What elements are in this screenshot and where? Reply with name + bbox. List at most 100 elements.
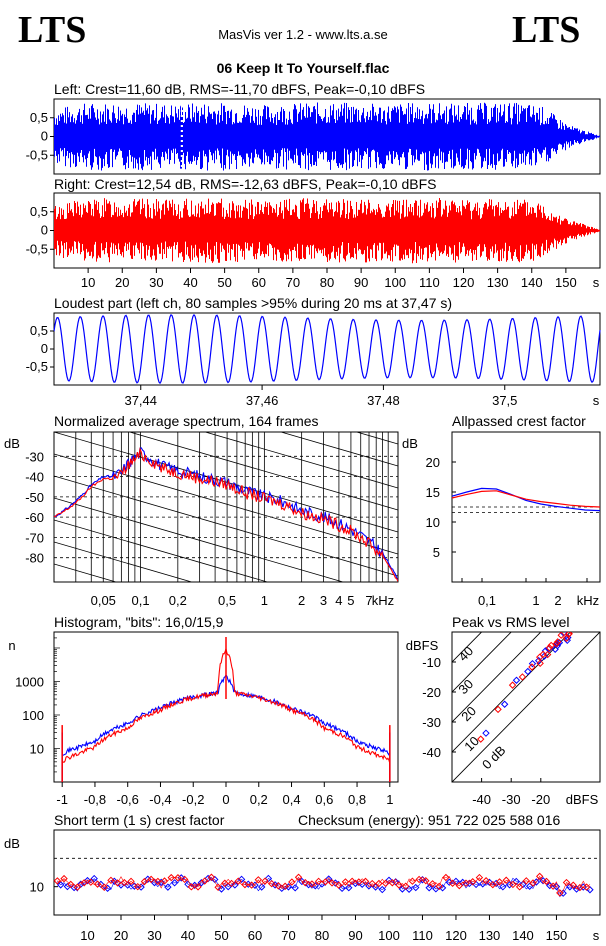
short-term-point xyxy=(475,873,484,882)
short-term-point xyxy=(371,883,380,891)
time-axis-label: 50 xyxy=(217,275,231,290)
short-term-point xyxy=(489,880,497,889)
peak-rms-y-unit: dBFS xyxy=(406,638,439,653)
spectrum-ytick-label: -40 xyxy=(25,470,44,485)
loudest-ytick-label: -0,5 xyxy=(26,359,48,374)
allpass-xtick-label: 0,1 xyxy=(478,593,496,608)
short-term-frame xyxy=(53,829,601,916)
spectrum-slope-line xyxy=(54,696,398,796)
time-axis-label: 110 xyxy=(419,275,440,290)
short-term-point xyxy=(515,883,524,891)
short-term-point xyxy=(375,879,383,888)
short-term-xtick-label: 20 xyxy=(114,928,128,943)
short-term-point xyxy=(93,880,102,888)
short-term-point xyxy=(187,883,196,891)
peak-rms-point xyxy=(528,663,536,671)
left-waveform-ytick-label: 0 xyxy=(41,129,48,144)
allpass-y-unit: dB xyxy=(402,436,418,451)
short-term-point xyxy=(331,879,340,887)
short-term-point xyxy=(201,877,209,885)
histogram-xtick-label: 0 xyxy=(222,792,229,807)
spectrum-xtick-label: 7 xyxy=(365,593,372,608)
short-term-point xyxy=(83,876,92,885)
histogram-xtick-label: -0,6 xyxy=(117,792,139,807)
spectrum-ytick-label: -60 xyxy=(25,510,44,525)
loudest-x-unit: s xyxy=(593,393,600,408)
short-term-point xyxy=(438,884,447,892)
short-term-point xyxy=(288,878,296,886)
short-term-point xyxy=(552,882,561,891)
short-term-point xyxy=(261,877,269,885)
short-term-point xyxy=(147,875,155,884)
spectrum-xtick-label: 0,1 xyxy=(132,593,150,608)
peak-rms-point xyxy=(518,673,527,681)
short-term-point xyxy=(562,878,571,887)
peak-rms-point xyxy=(547,641,555,650)
short-term-xtick-label: 110 xyxy=(412,928,433,943)
spectrum-xtick-label: 3 xyxy=(320,593,327,608)
short-term-point xyxy=(355,878,363,886)
short-term-xtick-label: 90 xyxy=(348,928,362,943)
short-term-point xyxy=(247,881,256,889)
peak-rms-point xyxy=(536,659,544,668)
time-axis-label: 100 xyxy=(384,275,406,290)
short-term-point xyxy=(308,880,316,888)
peak-rms-point xyxy=(494,705,502,714)
histogram-xtick-label: 0,6 xyxy=(315,792,333,807)
spectrum-ytick-label: -80 xyxy=(25,551,44,566)
time-axis-label: 60 xyxy=(252,275,266,290)
spectrum-slope-line xyxy=(54,541,194,582)
peak-rms-diagonal xyxy=(452,632,512,693)
short-term-point xyxy=(542,877,551,886)
right-waveform-ytick-label: 0 xyxy=(41,223,48,238)
spectrum-slope-line xyxy=(54,497,345,582)
peak-rms-point xyxy=(539,650,547,659)
peak-rms-xtick-label: -30 xyxy=(502,792,521,807)
short-term-point xyxy=(462,879,470,887)
short-term-point xyxy=(448,879,457,887)
left-waveform-ytick-label: -0,5 xyxy=(26,147,48,162)
short-term-point xyxy=(482,877,490,885)
short-term-point xyxy=(368,879,376,888)
short-term-point xyxy=(345,884,353,892)
short-term-point xyxy=(160,877,169,885)
allpass-xtick-label: 1 xyxy=(532,593,539,608)
short-term-point xyxy=(569,881,577,889)
histogram-ytick-label: 10 xyxy=(30,741,44,756)
short-term-point xyxy=(549,882,557,890)
short-term-point xyxy=(381,879,390,888)
peak-rms-xtick-label: -20 xyxy=(531,792,550,807)
loudest-ytick-label: 0,5 xyxy=(30,323,48,338)
short-term-point xyxy=(268,879,276,888)
peak-rms-x-unit: dBFS xyxy=(566,792,599,807)
peak-rms-point xyxy=(565,632,573,638)
lts-logo-right: LTS xyxy=(512,9,581,51)
short-term-point xyxy=(566,883,574,891)
peak-rms-xtick-label: -40 xyxy=(472,792,491,807)
spectrum-slope-line xyxy=(54,432,398,533)
short-term-point xyxy=(113,879,122,887)
spectrum-grid xyxy=(54,256,398,796)
peak-rms-point xyxy=(500,700,509,708)
time-axis-unit: s xyxy=(593,275,600,290)
short-term-point xyxy=(281,882,289,890)
short-term-point xyxy=(509,880,517,889)
allpass-x-unit: kHz xyxy=(577,593,599,608)
peak-rms-diagonal xyxy=(452,632,483,663)
short-term-point xyxy=(234,877,242,885)
short-term-point xyxy=(184,880,192,889)
short-term-point xyxy=(180,875,189,884)
loudest-ytick-label: 0 xyxy=(41,341,48,356)
short-term-title: Short term (1 s) crest factor xyxy=(54,812,225,828)
histogram-xtick-label: 0,8 xyxy=(348,792,366,807)
spectrum-title: Normalized average spectrum, 164 frames xyxy=(54,413,319,429)
spectrum-slope-line xyxy=(54,256,398,356)
short-term-ytick-label: 10 xyxy=(30,880,44,895)
peak-rms-diagonal-label: 10 xyxy=(461,733,482,754)
short-term-xtick-label: 30 xyxy=(147,928,161,943)
peak-rms-diagonal-label: 20 xyxy=(458,703,479,724)
short-term-xtick-label: 60 xyxy=(248,928,262,943)
peak-rms-point xyxy=(508,681,517,689)
spectrum-slope-line xyxy=(54,453,398,555)
short-term-xtick-label: 70 xyxy=(281,928,295,943)
